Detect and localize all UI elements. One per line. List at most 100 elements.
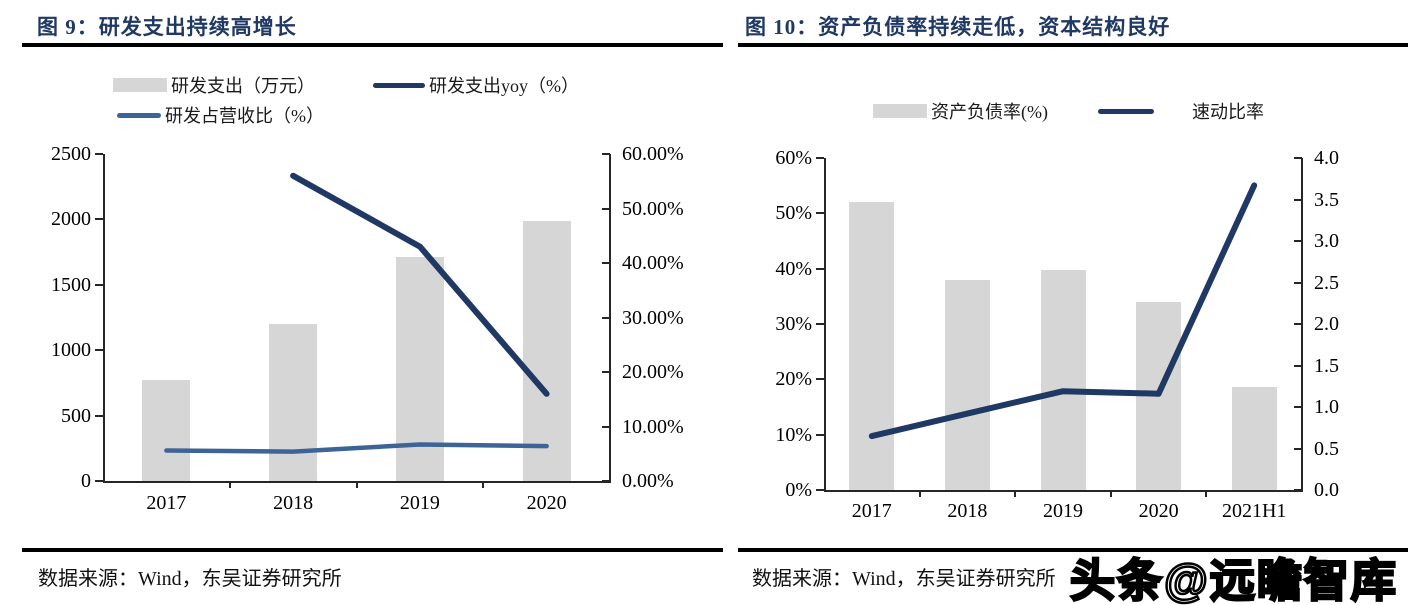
line-series-layer — [164, 172, 550, 454]
right-axis-tick-label: 2.5 — [1314, 271, 1339, 294]
x-axis-category-label: 2017 — [851, 500, 892, 522]
bar-2018 — [269, 324, 318, 481]
bar-swatch-icon — [873, 104, 927, 118]
right-axis-tick-label: 10.00% — [622, 415, 684, 438]
bar-2019 — [1040, 270, 1086, 490]
legend-item-rd-yoy: 研发支出yoy（%） — [373, 72, 579, 98]
bar-2021H1 — [1231, 386, 1277, 490]
bar-2020 — [1136, 301, 1182, 490]
legend-item-rd-revenue-ratio: 研发占营收比（%） — [117, 102, 324, 128]
bar-2020 — [522, 220, 571, 481]
left-axis-tick-label: 0 — [81, 470, 91, 492]
right-axis-tick-label: 50.00% — [622, 197, 684, 220]
right-axis-tick — [602, 371, 610, 373]
right-chart-title: 图 10：资产负债率持续走低，资本结构良好 — [745, 15, 1171, 39]
right-axis-line — [609, 154, 611, 483]
x-axis-category-label: 2021H1 — [1221, 500, 1287, 522]
left-axis-tick-label: 50% — [775, 202, 812, 225]
left-axis-tick — [816, 378, 824, 381]
bar-2017 — [142, 379, 191, 481]
legend-label: 资产负债率(%) — [931, 102, 1048, 122]
x-axis-tick — [1205, 490, 1208, 497]
legend-label: 研发支出yoy（%） — [429, 76, 579, 96]
right-source-text: 数据来源：Wind，东吴证券研究所 — [752, 568, 1056, 590]
x-axis-tick — [482, 481, 485, 488]
right-axis-tick — [602, 262, 610, 264]
right-axis-tick — [1294, 489, 1302, 491]
left-axis-tick — [95, 480, 103, 482]
right-axis-tick — [1294, 406, 1302, 408]
x-axis-category-label: 2019 — [399, 492, 440, 514]
left-axis-tick-label: 60% — [775, 147, 812, 169]
legend-item-rd-spend: 研发支出（万元） — [113, 72, 315, 98]
x-axis-line — [103, 481, 611, 483]
line-swatch-icon — [373, 82, 425, 88]
right-axis-tick — [602, 425, 610, 428]
left-axis-tick-label: 1500 — [51, 273, 91, 296]
legend-label: 研发占营收比（%） — [165, 106, 324, 126]
left-axis-line — [824, 158, 826, 492]
right-axis-tick-label: 20.00% — [622, 361, 684, 383]
left-axis-tick-label: 500 — [61, 404, 91, 427]
left-axis-tick — [95, 218, 103, 221]
right-axis-tick-label: 0.0 — [1314, 479, 1339, 501]
left-axis-tick — [816, 267, 824, 270]
right-axis-tick-label: 60.00% — [622, 143, 684, 165]
right-axis-tick-label: 3.0 — [1314, 230, 1339, 252]
left-axis-line — [103, 154, 105, 483]
left-chart-title: 图 9：研发支出持续高增长 — [37, 15, 297, 39]
left-axis-tick-label: 30% — [775, 313, 812, 335]
left-source-rule — [22, 548, 723, 552]
right-axis-line — [1301, 158, 1303, 492]
right-axis-tick-label: 0.5 — [1314, 437, 1339, 460]
x-axis-category-label: 2020 — [1138, 500, 1179, 522]
line-series — [868, 182, 1258, 440]
x-axis-category-label: 2018 — [947, 500, 988, 522]
left-axis-tick — [95, 349, 103, 352]
left-axis-tick — [816, 212, 824, 215]
x-axis-tick — [355, 481, 358, 488]
left-axis-tick-label: 2500 — [51, 143, 91, 165]
right-axis-tick-label: 1.0 — [1314, 396, 1339, 418]
right-axis-tick — [602, 153, 610, 155]
right-title-rule — [738, 43, 1408, 47]
left-axis-tick-label: 2000 — [51, 208, 91, 231]
left-axis-tick — [816, 323, 824, 325]
x-axis-tick — [918, 490, 921, 497]
right-axis-tick — [1294, 447, 1302, 450]
legend-item-quick-ratio: 速动比率 — [1098, 98, 1264, 124]
left-source-text: 数据来源：Wind，东吴证券研究所 — [38, 568, 342, 590]
right-axis-tick — [1294, 281, 1302, 284]
watermark-text: 头条@远瞻智库 — [1069, 554, 1398, 605]
right-axis-tick — [602, 316, 610, 319]
right-axis-tick-label: 30.00% — [622, 306, 684, 329]
line-swatch-icon — [117, 112, 161, 118]
bar-2017 — [849, 202, 895, 490]
left-axis-tick — [816, 433, 824, 436]
left-title-rule — [22, 43, 723, 47]
x-axis-category-label: 2017 — [146, 492, 187, 514]
x-axis-category-label: 2018 — [273, 492, 314, 514]
line-series-layer — [868, 182, 1258, 440]
x-axis-category-label: 2020 — [526, 492, 567, 514]
x-axis-line — [824, 490, 1303, 492]
x-axis-category-label: 2019 — [1043, 500, 1083, 522]
left-axis-tick — [816, 489, 824, 491]
left-axis-tick-label: 0% — [785, 479, 812, 501]
right-axis-tick-label: 40.00% — [622, 252, 684, 274]
right-axis-tick — [1294, 323, 1302, 325]
left-axis-tick-label: 10% — [775, 423, 812, 446]
right-axis-tick-label: 2.0 — [1314, 313, 1339, 335]
x-axis-tick — [1109, 490, 1112, 497]
left-axis-tick — [95, 153, 103, 155]
right-axis-tick — [602, 207, 610, 210]
right-axis-tick — [1294, 198, 1302, 201]
left-axis-tick-label: 20% — [775, 368, 812, 391]
bar-2018 — [944, 279, 990, 490]
line-series — [290, 172, 550, 397]
bar-swatch-icon — [113, 78, 167, 92]
legend-item-debt-ratio: 资产负债率(%) — [873, 98, 1048, 124]
line-swatch-icon — [1098, 108, 1154, 114]
x-axis-tick — [1014, 490, 1017, 497]
